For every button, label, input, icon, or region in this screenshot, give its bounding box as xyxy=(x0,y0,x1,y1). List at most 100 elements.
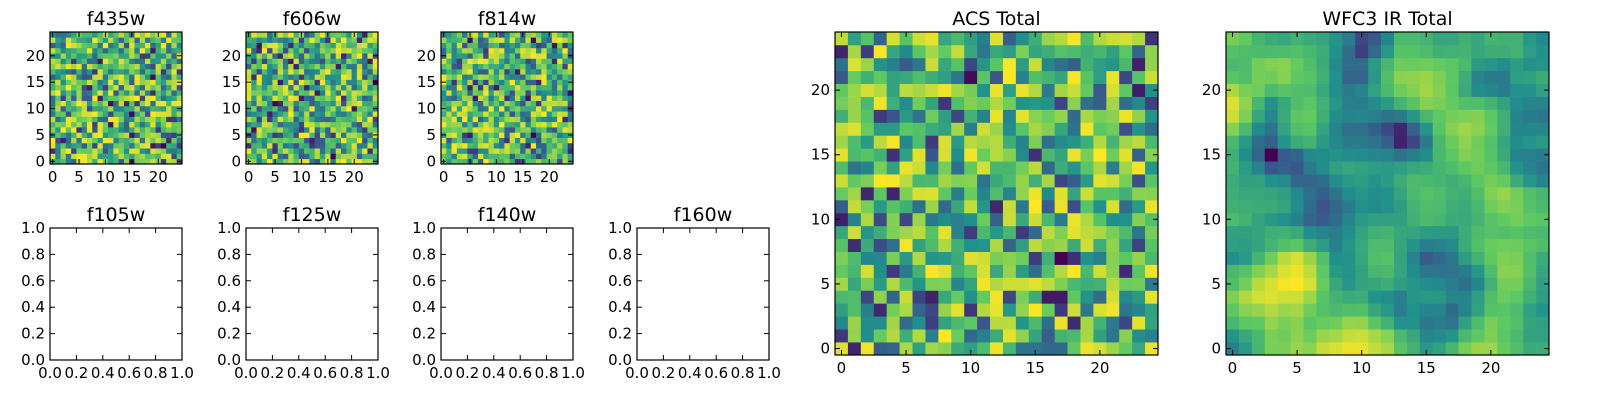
heatmap-cell xyxy=(530,63,537,70)
heatmap-cell xyxy=(1536,109,1550,123)
heatmap-cell xyxy=(362,84,368,91)
heatmap-cell xyxy=(477,116,484,123)
heatmap-cell xyxy=(304,121,310,128)
heatmap-cell xyxy=(76,100,83,107)
heatmap-cell xyxy=(134,95,141,101)
heatmap-cell xyxy=(847,70,862,85)
heatmap-cell xyxy=(351,58,358,65)
heatmap-cell xyxy=(160,63,167,70)
heatmap-cell xyxy=(314,148,321,154)
heatmap-cell xyxy=(1445,135,1459,149)
heatmap-cell xyxy=(835,277,849,291)
heatmap-cell xyxy=(446,100,452,107)
heatmap-cell xyxy=(541,58,547,65)
heatmap-cell xyxy=(514,53,521,59)
heatmap-cell xyxy=(899,303,913,317)
heatmap-cell xyxy=(488,32,495,38)
heatmap-cell xyxy=(1303,264,1317,278)
heatmap-cell xyxy=(256,132,263,138)
heatmap-cell xyxy=(873,199,888,214)
heatmap-cell xyxy=(899,109,913,123)
heatmap-cell xyxy=(525,74,532,80)
heatmap-cell xyxy=(108,105,114,112)
heatmap-cell xyxy=(1093,135,1107,149)
heatmap-cell xyxy=(1119,174,1133,188)
heatmap-cell xyxy=(446,116,452,123)
heatmap-cell xyxy=(1002,70,1017,85)
heatmap-cell xyxy=(562,148,569,154)
heatmap-cell xyxy=(356,111,363,117)
heatmap-cell xyxy=(256,32,263,38)
heatmap-cell xyxy=(1510,187,1524,201)
heatmap-cell xyxy=(1238,161,1253,175)
heatmap-cell xyxy=(488,90,495,96)
heatmap-cell xyxy=(50,47,56,54)
heatmap-cell xyxy=(86,105,93,112)
heatmap-cell xyxy=(372,100,379,107)
heatmap-cell xyxy=(351,79,358,86)
heatmap-cell xyxy=(835,135,849,149)
heatmap-cell xyxy=(102,90,109,96)
heatmap-cell xyxy=(1041,199,1055,214)
heatmap-cell xyxy=(1251,83,1266,97)
heatmap-cell xyxy=(499,121,505,128)
heatmap-cell xyxy=(1303,329,1317,343)
heatmap-cell xyxy=(499,116,505,123)
heatmap-cell xyxy=(97,63,104,70)
heatmap-cell xyxy=(1471,329,1485,343)
heatmap-cell xyxy=(314,58,321,65)
heatmap-cell xyxy=(86,142,93,149)
heatmap-cell xyxy=(1432,187,1446,201)
heatmap-cell xyxy=(92,142,98,149)
heatmap-cell xyxy=(1523,174,1537,188)
heatmap-cell xyxy=(362,132,368,138)
heatmap-cell xyxy=(1080,303,1094,317)
heatmap-cell xyxy=(899,290,913,304)
heatmap-cell xyxy=(562,79,569,86)
y-tick-label: 0.0 xyxy=(217,351,241,369)
heatmap-cell xyxy=(446,53,452,59)
heatmap-cell xyxy=(530,53,537,59)
heatmap-cell xyxy=(1458,187,1472,201)
heatmap-cell xyxy=(1067,96,1081,110)
heatmap-cell xyxy=(1119,238,1133,252)
heatmap-cell xyxy=(1458,44,1472,59)
heatmap-cell xyxy=(1002,303,1017,317)
heatmap-cell xyxy=(886,316,900,330)
panel-title-wfc3-ir-total: WFC3 IR Total xyxy=(1322,8,1452,30)
heatmap-cell xyxy=(155,58,162,65)
y-tick-label: 5 xyxy=(1211,275,1221,293)
heatmap-cell xyxy=(514,105,521,112)
heatmap-cell xyxy=(108,79,114,86)
heatmap-cell xyxy=(166,58,172,65)
heatmap-cell xyxy=(60,148,67,154)
heatmap-cell xyxy=(1342,342,1356,356)
heatmap-cell xyxy=(509,84,516,91)
heatmap-cell xyxy=(938,277,952,291)
heatmap-cell xyxy=(86,95,93,101)
heatmap-cell xyxy=(1484,44,1498,59)
heatmap-cell xyxy=(546,95,553,101)
heatmap-cell xyxy=(1303,238,1317,252)
heatmap-cell xyxy=(514,132,521,138)
heatmap-cell xyxy=(155,137,162,144)
heatmap-cell xyxy=(113,100,119,107)
heatmap-cell xyxy=(499,37,505,43)
heatmap-cell xyxy=(557,90,563,96)
heatmap-cell xyxy=(1054,187,1068,201)
heatmap-cell xyxy=(102,63,109,70)
heatmap-cell xyxy=(541,105,547,112)
heatmap-cell xyxy=(1277,251,1291,265)
heatmap-cell xyxy=(304,158,310,165)
heatmap-cell xyxy=(304,100,310,107)
y-tick-label: 20 xyxy=(222,47,241,65)
heatmap-cell xyxy=(118,116,125,123)
heatmap-cell xyxy=(441,90,447,96)
heatmap-cell xyxy=(81,74,88,80)
heatmap-cell xyxy=(356,121,363,128)
heatmap-cell xyxy=(1277,303,1291,317)
heatmap-cell xyxy=(451,148,458,154)
heatmap-cell xyxy=(139,37,146,43)
heatmap-cell xyxy=(1406,329,1421,343)
